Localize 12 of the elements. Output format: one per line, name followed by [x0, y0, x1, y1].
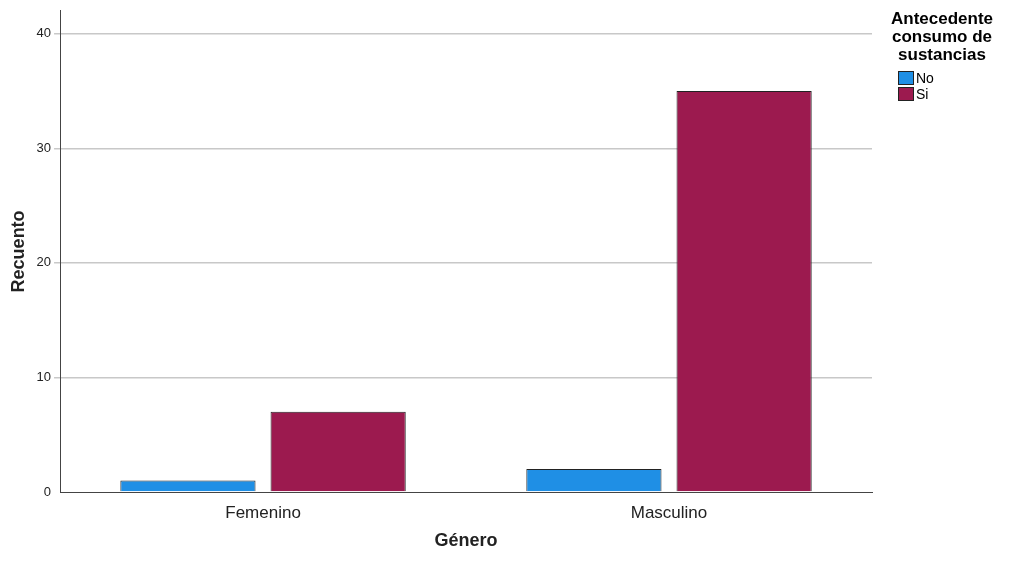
y-tick-label: 10: [36, 369, 52, 385]
y-tick-label: 20: [36, 254, 52, 270]
legend-label: Si: [916, 86, 929, 102]
legend-label: No: [916, 70, 934, 86]
x-axis-title: Género: [434, 530, 498, 551]
x-tick-label: Femenino: [225, 502, 301, 522]
x-tick-label: Masculino: [630, 502, 708, 522]
y-tick-label: 0: [43, 483, 52, 499]
legend-title: Antecedente consumo de sustancias: [890, 9, 994, 64]
y-axis-title: Recuento: [7, 210, 28, 293]
y-tick-label: 40: [36, 25, 52, 41]
y-tick-label: 30: [36, 139, 52, 155]
